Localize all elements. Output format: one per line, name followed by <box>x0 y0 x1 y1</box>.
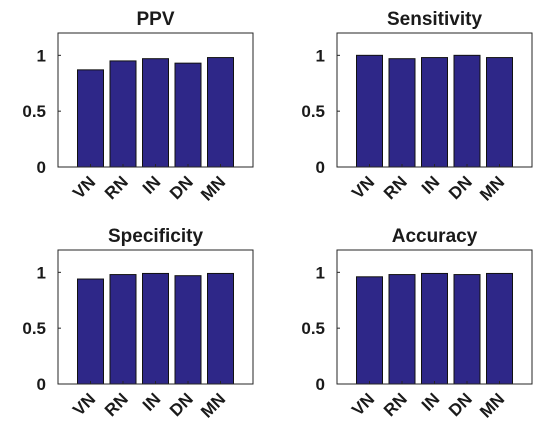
bar-dn <box>453 54 481 168</box>
x-tick-label: VN <box>69 389 99 419</box>
y-tick-label: 0 <box>37 375 46 394</box>
y-tick-label: 0 <box>37 158 46 177</box>
chart-title: Accuracy <box>392 226 478 247</box>
bar-in <box>421 57 448 168</box>
chart-panel-2: Sensitivity VN RN IN DN MN 0 0.5 1 <box>301 9 533 205</box>
x-tick-label: DN <box>445 172 476 203</box>
bar-rn <box>388 58 416 168</box>
bar-dn <box>174 62 202 168</box>
chart-title: Sensitivity <box>387 9 482 30</box>
axes-box <box>57 32 254 168</box>
x-tick-label: RN <box>101 172 132 203</box>
bar-dn <box>453 274 481 385</box>
x-tick-label: IN <box>139 389 164 414</box>
y-tick-label: 0.5 <box>22 319 46 338</box>
y-tick-label: 0.5 <box>301 102 325 121</box>
x-tick-label: MN <box>197 389 229 421</box>
y-tick-label: 0 <box>316 375 325 394</box>
x-tick-label: VN <box>348 389 378 419</box>
bar-vn <box>356 276 383 385</box>
y-tick-label: 1 <box>316 263 325 282</box>
x-tick-label: DN <box>445 389 476 420</box>
bar-in <box>142 58 169 168</box>
bar-rn <box>388 274 416 385</box>
chart-title: PPV <box>136 9 174 30</box>
x-tick-label: RN <box>380 172 411 203</box>
y-tick-label: 0.5 <box>22 102 46 121</box>
bar-vn <box>356 54 383 168</box>
axes-box <box>336 32 533 168</box>
axes-box <box>57 249 254 385</box>
bar-rn <box>109 60 137 168</box>
bar-mn <box>207 272 234 385</box>
y-tick-label: 1 <box>316 46 325 65</box>
bar-vn <box>77 69 104 168</box>
x-tick-label: IN <box>418 172 443 197</box>
bar-rn <box>109 274 137 385</box>
bar-mn <box>207 57 234 168</box>
x-tick-label: MN <box>197 172 229 204</box>
bar-in <box>421 272 448 385</box>
chart-panel-1: PPV VN RN IN DN MN 0 0.5 1 <box>22 9 254 205</box>
x-tick-label: IN <box>139 172 164 197</box>
chart-panel-4: Accuracy VN RN IN DN MN 0 0.5 1 <box>301 226 533 422</box>
bar-mn <box>486 272 513 385</box>
bar-mn <box>486 57 513 168</box>
x-tick-label: DN <box>166 389 197 420</box>
x-tick-label: DN <box>166 172 197 203</box>
bar-in <box>142 272 169 385</box>
y-tick-label: 1 <box>37 46 46 65</box>
chart-panel-3: Specificity VN RN IN DN MN 0 0.5 1 <box>22 226 254 422</box>
x-tick-label: MN <box>476 389 508 421</box>
x-tick-label: IN <box>418 389 443 414</box>
y-tick-label: 1 <box>37 263 46 282</box>
bar-dn <box>174 275 202 385</box>
chart-title: Specificity <box>108 226 203 247</box>
x-tick-label: MN <box>476 172 508 204</box>
bar-vn <box>77 278 104 385</box>
axes-box <box>336 249 533 385</box>
x-tick-label: RN <box>101 389 132 420</box>
y-tick-label: 0.5 <box>301 319 325 338</box>
x-tick-label: VN <box>348 172 378 202</box>
y-tick-label: 0 <box>316 158 325 177</box>
x-tick-label: VN <box>69 172 99 202</box>
x-tick-label: RN <box>380 389 411 420</box>
